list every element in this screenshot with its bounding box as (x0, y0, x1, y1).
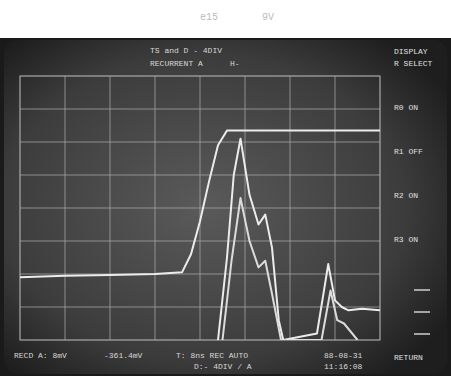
traces (20, 130, 380, 340)
status-time: 11:16:08 (324, 362, 363, 371)
grid-line-y (20, 175, 380, 176)
screen-bezel (0, 38, 451, 376)
menu-item: R2 ON (394, 191, 418, 200)
trace-r3 (223, 198, 358, 340)
menu-item: RETURN (394, 353, 423, 362)
grid (20, 76, 380, 340)
menu-title: R SELECT (394, 59, 433, 68)
menu-dash (414, 333, 430, 335)
grid-line-y (20, 307, 380, 308)
menu-item: R3 ON (394, 235, 418, 244)
menu-item: R1 OFF (394, 147, 423, 156)
grid-line-y (20, 142, 380, 143)
header-text: H- (230, 59, 240, 68)
trace-r0 (20, 130, 380, 277)
scope-photo: e15 9V TS and D - 4DIV RECURRENT A H- DISPLAY… (0, 0, 451, 376)
page-mark: e15 (200, 12, 218, 23)
grid-line-y (20, 208, 380, 209)
status-text: D:- 4DIV / A (194, 362, 252, 371)
status-text: T: 8ns REC AUTO (176, 351, 248, 360)
screen-texts: e15 9V TS and D - 4DIV RECURRENT A H- DISPLAY… (14, 12, 433, 371)
plot-frame (20, 76, 380, 340)
page-mark: 9V (262, 12, 274, 23)
trace-r2 (218, 139, 380, 340)
grid-line-y (20, 109, 380, 110)
status-text: -361.4mV (104, 351, 143, 360)
status-date: 88-08-31 (324, 351, 363, 360)
menu-dash (414, 289, 430, 291)
menu-title: DISPLAY (394, 47, 428, 56)
menu-dash (414, 311, 430, 313)
header-text: RECURRENT A (150, 59, 203, 68)
header-text: TS and D - 4DIV (150, 46, 222, 55)
screen (4, 40, 447, 374)
status-text: RECD A: 8mV (14, 351, 67, 360)
grid-line-y (20, 241, 380, 242)
menu-item: R0 ON (394, 103, 418, 112)
